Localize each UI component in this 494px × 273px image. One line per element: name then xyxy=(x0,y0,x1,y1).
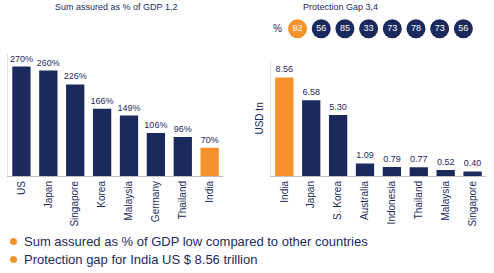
svg-text:270%: 270% xyxy=(10,54,33,64)
svg-text:Protection Gap 3,4: Protection Gap 3,4 xyxy=(303,2,378,12)
svg-text:%: % xyxy=(273,23,282,34)
svg-text:Japan: Japan xyxy=(43,181,54,208)
svg-text:166%: 166% xyxy=(91,96,114,106)
svg-text:0.52: 0.52 xyxy=(437,157,455,167)
svg-text:Thailand: Thailand xyxy=(177,181,188,219)
svg-text:Thailand: Thailand xyxy=(413,181,424,219)
svg-text:56: 56 xyxy=(316,23,326,33)
svg-text:92: 92 xyxy=(293,23,303,33)
svg-text:Singapore: Singapore xyxy=(69,181,80,227)
html-text:Sum assured as % of GDP low co: Sum assured as % of GDP low compared to … xyxy=(24,234,368,249)
svg-text:Indonesia: Indonesia xyxy=(386,181,397,225)
svg-text:260%: 260% xyxy=(37,58,60,68)
svg-text:Sum assured as % of GDP 1,2: Sum assured as % of GDP 1,2 xyxy=(55,2,177,12)
svg-text:0.79: 0.79 xyxy=(383,154,401,164)
svg-text:149%: 149% xyxy=(117,103,140,113)
svg-text:Australia: Australia xyxy=(359,181,370,220)
svg-text:226%: 226% xyxy=(64,71,87,81)
svg-text:0.77: 0.77 xyxy=(410,154,428,164)
svg-text:70%: 70% xyxy=(201,135,219,145)
svg-text:US: US xyxy=(16,181,27,195)
svg-text:Singapore: Singapore xyxy=(467,181,478,227)
svg-text:1.09: 1.09 xyxy=(356,150,374,160)
svg-text:33: 33 xyxy=(364,23,374,33)
svg-text:Malaysia: Malaysia xyxy=(440,181,451,221)
svg-text:0.40: 0.40 xyxy=(464,158,482,168)
svg-text:106%: 106% xyxy=(144,120,167,130)
svg-text:73: 73 xyxy=(387,23,397,33)
svg-text:56: 56 xyxy=(458,23,468,33)
svg-text:Malaysia: Malaysia xyxy=(123,181,134,221)
svg-text:S. Korea: S. Korea xyxy=(332,181,343,220)
svg-text:78: 78 xyxy=(411,23,421,33)
html-text:Protection gap for India US $: Protection gap for India US $ 8.56 trill… xyxy=(24,252,258,267)
svg-text:Germany: Germany xyxy=(150,181,161,222)
svg-text:5.30: 5.30 xyxy=(329,102,347,112)
svg-text:96%: 96% xyxy=(174,124,192,134)
svg-text:India: India xyxy=(279,181,290,203)
svg-text:73: 73 xyxy=(435,23,445,33)
svg-text:Japan: Japan xyxy=(305,181,316,208)
svg-text:India: India xyxy=(204,181,215,203)
svg-text:8.56: 8.56 xyxy=(276,64,294,74)
svg-text:85: 85 xyxy=(340,23,350,33)
svg-text:6.58: 6.58 xyxy=(302,87,320,97)
svg-text:USD tn: USD tn xyxy=(254,102,265,134)
svg-text:Korea: Korea xyxy=(96,181,107,208)
